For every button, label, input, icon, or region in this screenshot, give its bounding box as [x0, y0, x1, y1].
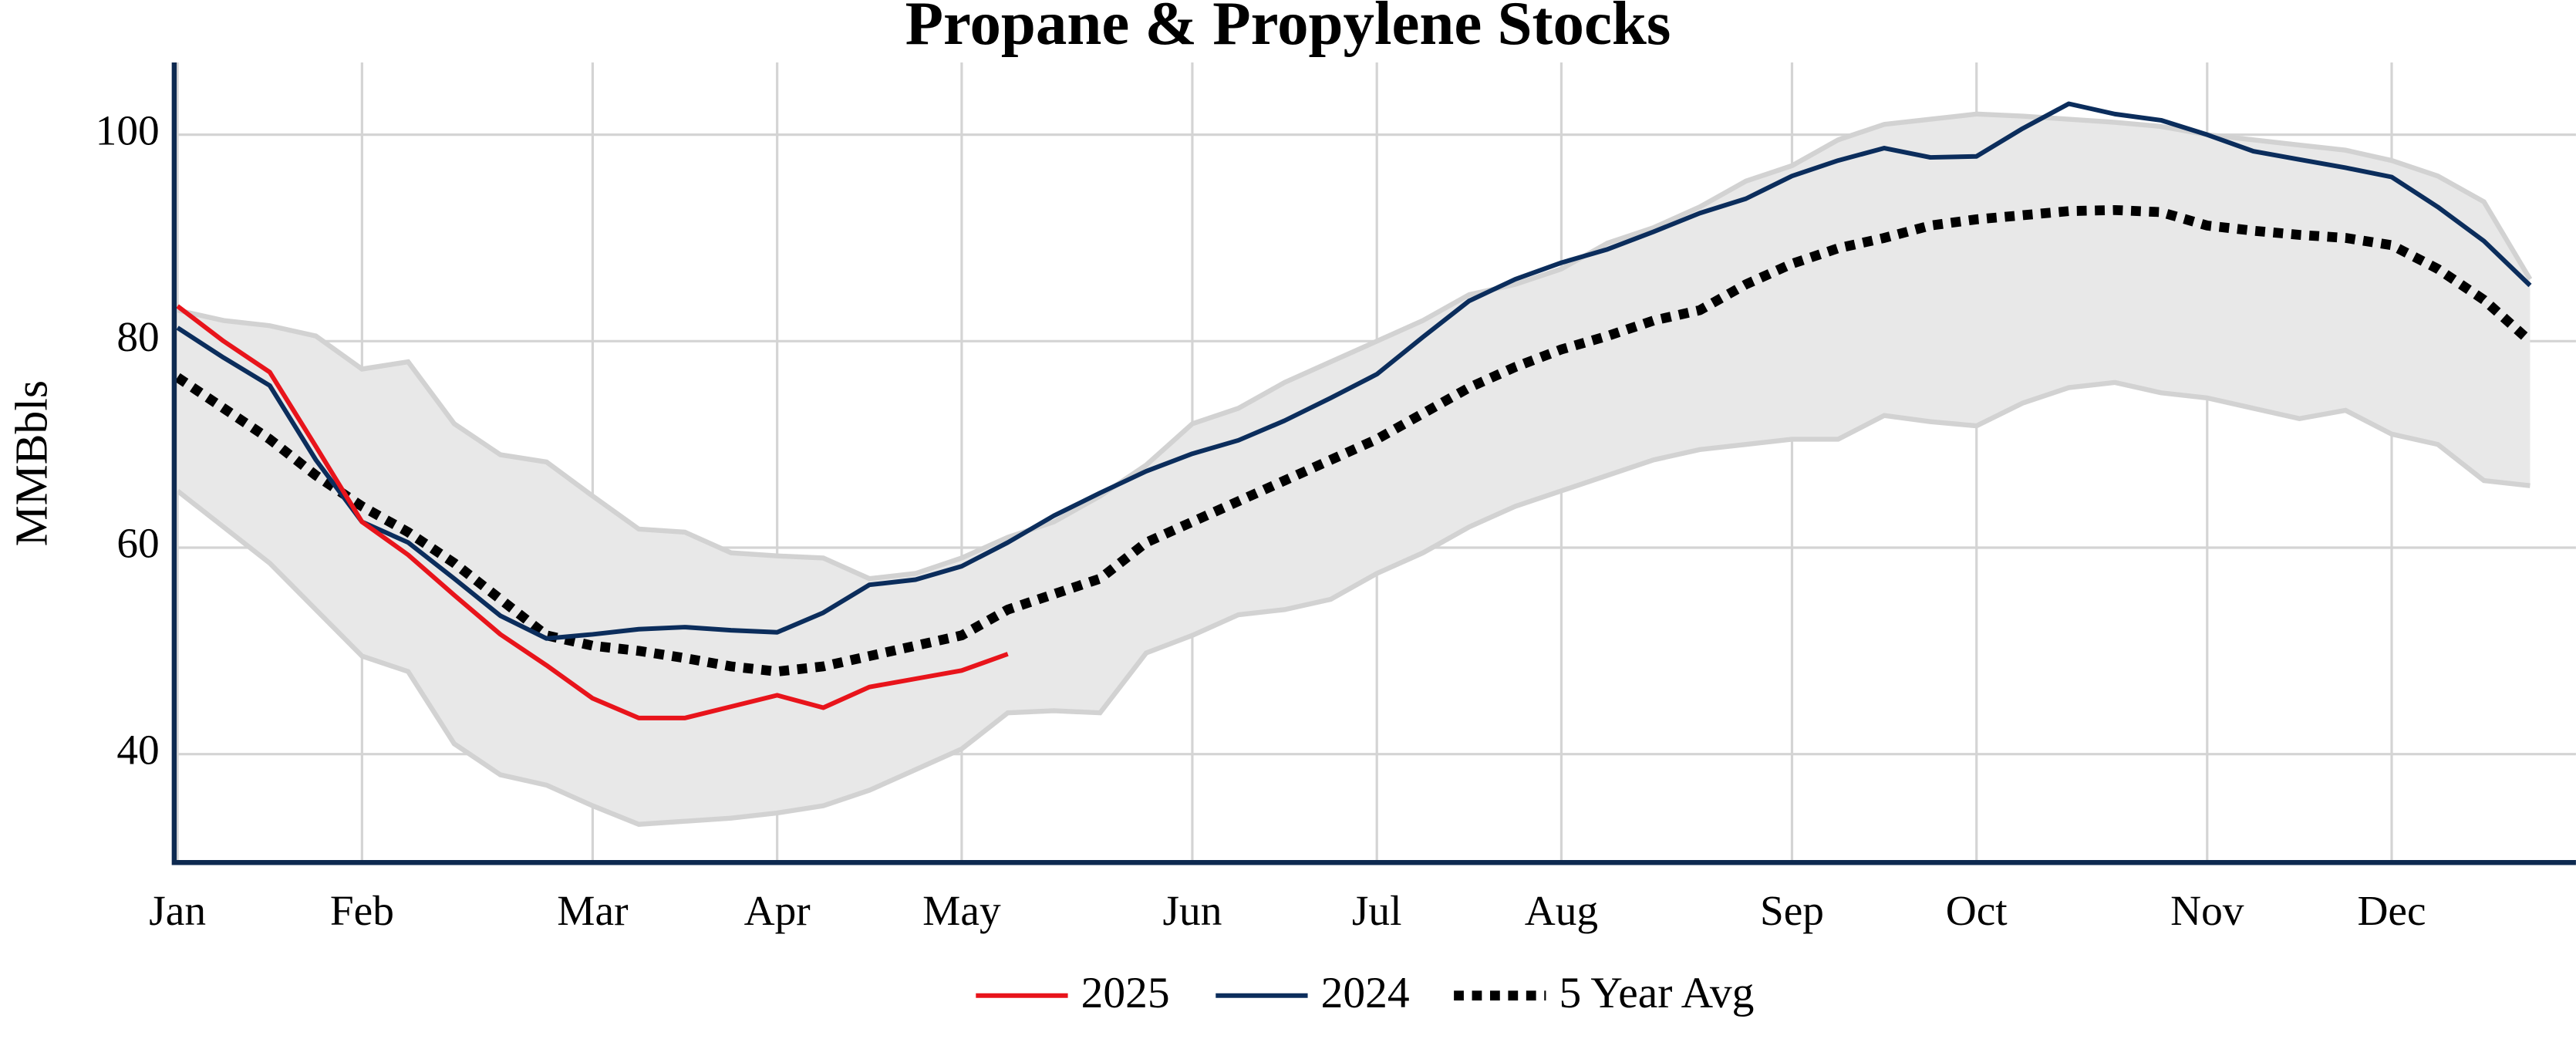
x-tick-label: Aug	[1525, 887, 1598, 934]
x-tick-label: Dec	[2357, 887, 2426, 934]
x-tick-label: Jun	[1162, 887, 1222, 934]
x-tick-label: Oct	[1946, 887, 2008, 934]
series-line	[176, 304, 1009, 720]
legend-label: 2024	[1321, 969, 1410, 1017]
x-tick-label: Apr	[744, 887, 811, 934]
x-tick-label: Feb	[330, 887, 394, 934]
range-low-edge	[176, 379, 2530, 827]
x-tick-label: Nov	[2170, 887, 2244, 934]
x-tick-label: Jul	[1352, 887, 1402, 934]
x-tick-label: Jan	[149, 887, 206, 934]
y-tick-label: 100	[96, 106, 160, 153]
chart-title: Propane & Propylene Stocks	[905, 0, 1671, 58]
y-tick-label: 40	[116, 726, 159, 773]
legend-label: 2025	[1081, 969, 1170, 1017]
y-axis-label: MMBbls	[6, 380, 57, 546]
x-tick-label: Mar	[557, 887, 628, 934]
series-line	[174, 204, 2534, 677]
range-band	[177, 113, 2530, 825]
legend-label: 5 Year Avg	[1559, 969, 1754, 1017]
range-high-edge	[177, 111, 2533, 582]
y-tick-label: 80	[116, 313, 159, 360]
y-tick-label: 60	[116, 520, 159, 567]
x-tick-label: Sep	[1760, 887, 1824, 934]
x-tick-label: May	[922, 887, 1001, 934]
series-line	[176, 101, 2532, 641]
